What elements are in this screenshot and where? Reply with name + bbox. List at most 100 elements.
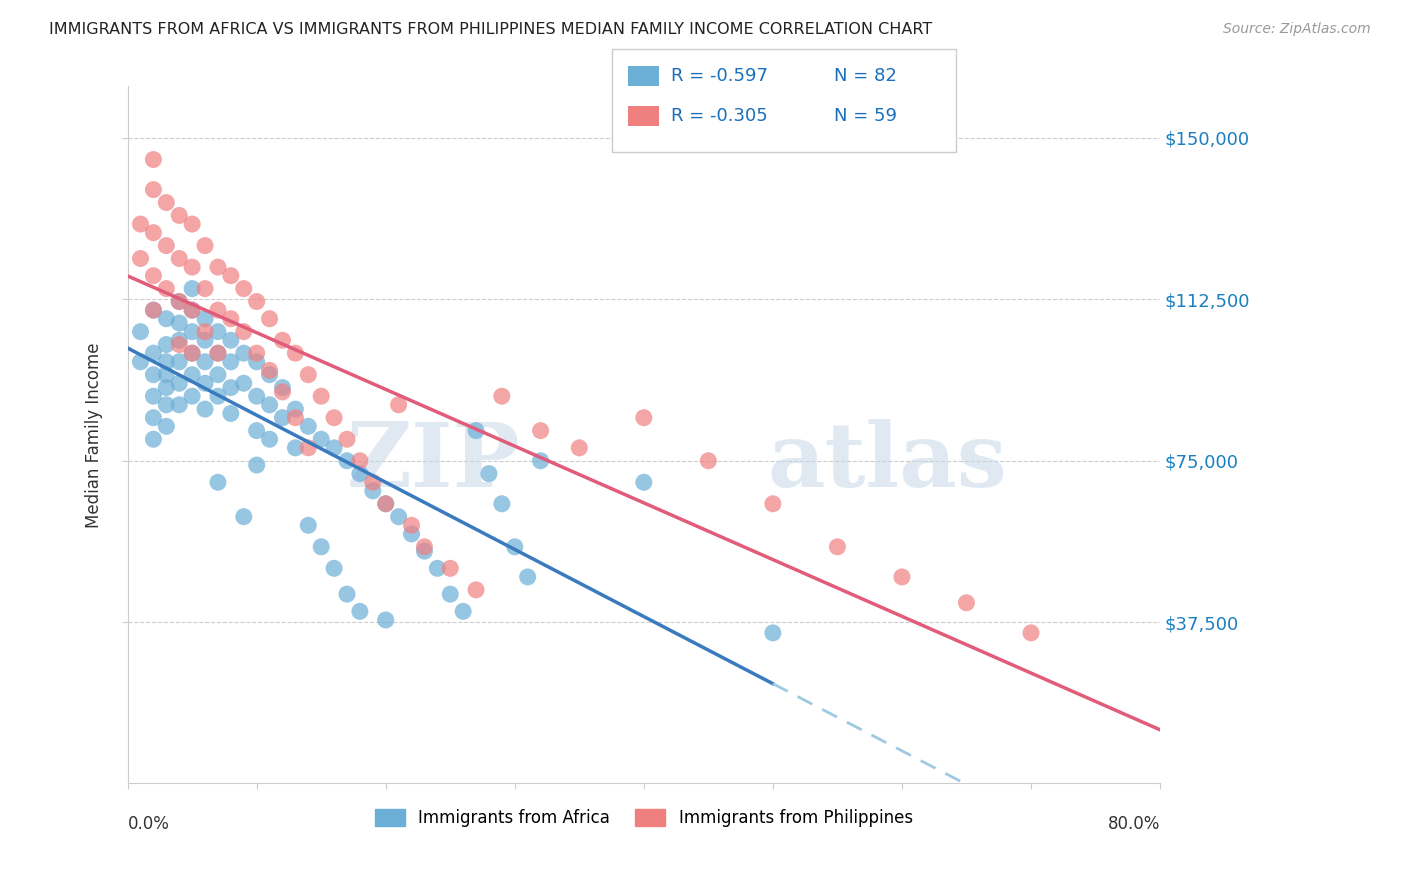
Point	[246, 346, 269, 360]
Point	[219, 355, 242, 369]
Point	[142, 183, 165, 197]
Point	[232, 509, 254, 524]
Point	[336, 587, 359, 601]
Point	[155, 419, 177, 434]
Point	[529, 424, 551, 438]
Text: R = -0.597: R = -0.597	[671, 67, 768, 85]
Point	[388, 509, 411, 524]
Point	[167, 316, 190, 330]
Point	[142, 303, 165, 318]
Point	[246, 389, 269, 403]
Point	[284, 410, 307, 425]
Point	[271, 410, 294, 425]
Point	[207, 475, 229, 490]
Point	[142, 432, 165, 446]
Point	[491, 497, 513, 511]
Point	[155, 195, 177, 210]
Text: 0.0%: 0.0%	[128, 815, 170, 833]
Point	[309, 432, 332, 446]
Point	[426, 561, 449, 575]
Point	[167, 294, 190, 309]
Point	[259, 398, 281, 412]
Point	[297, 518, 319, 533]
Point	[309, 540, 332, 554]
Point	[451, 604, 474, 618]
Point	[194, 238, 217, 252]
Point	[297, 419, 319, 434]
Point	[181, 389, 204, 403]
Point	[246, 294, 269, 309]
Point	[129, 325, 152, 339]
Point	[246, 458, 269, 472]
Point	[232, 325, 254, 339]
Point	[219, 268, 242, 283]
Point	[271, 384, 294, 399]
Point	[503, 540, 526, 554]
Point	[181, 260, 204, 274]
Point	[697, 454, 720, 468]
Point	[336, 454, 359, 468]
Point	[374, 497, 396, 511]
Point	[142, 346, 165, 360]
Point	[361, 483, 384, 498]
Point	[297, 441, 319, 455]
Point	[194, 333, 217, 347]
Point	[155, 282, 177, 296]
Point	[142, 268, 165, 283]
Point	[259, 363, 281, 377]
Point	[142, 303, 165, 318]
Point	[181, 303, 204, 318]
Point	[259, 368, 281, 382]
Point	[155, 355, 177, 369]
Legend: Immigrants from Africa, Immigrants from Philippines: Immigrants from Africa, Immigrants from …	[375, 809, 912, 828]
Point	[167, 209, 190, 223]
Point	[181, 325, 204, 339]
Point	[207, 389, 229, 403]
Text: 80.0%: 80.0%	[1108, 815, 1160, 833]
Point	[181, 368, 204, 382]
Point	[219, 381, 242, 395]
Point	[955, 596, 977, 610]
Point	[633, 475, 655, 490]
Point	[284, 441, 307, 455]
Point	[167, 294, 190, 309]
Point	[181, 217, 204, 231]
Point	[568, 441, 591, 455]
Point	[284, 346, 307, 360]
Point	[155, 368, 177, 382]
Point	[232, 346, 254, 360]
Text: R = -0.305: R = -0.305	[671, 107, 768, 125]
Point	[207, 346, 229, 360]
Point	[246, 355, 269, 369]
Point	[465, 582, 488, 597]
Point	[232, 376, 254, 391]
Point	[323, 441, 346, 455]
Point	[439, 561, 461, 575]
Point	[142, 153, 165, 167]
Text: ZIP: ZIP	[346, 419, 520, 507]
Point	[194, 311, 217, 326]
Point	[529, 454, 551, 468]
Text: IMMIGRANTS FROM AFRICA VS IMMIGRANTS FROM PHILIPPINES MEDIAN FAMILY INCOME CORRE: IMMIGRANTS FROM AFRICA VS IMMIGRANTS FRO…	[49, 22, 932, 37]
Text: Source: ZipAtlas.com: Source: ZipAtlas.com	[1223, 22, 1371, 37]
Point	[167, 355, 190, 369]
Point	[207, 346, 229, 360]
Point	[181, 282, 204, 296]
Point	[181, 346, 204, 360]
Point	[323, 561, 346, 575]
Point	[232, 282, 254, 296]
Text: N = 59: N = 59	[834, 107, 897, 125]
Point	[194, 282, 217, 296]
Point	[219, 406, 242, 420]
Point	[388, 398, 411, 412]
Point	[167, 337, 190, 351]
Point	[259, 311, 281, 326]
Point	[336, 432, 359, 446]
Point	[890, 570, 912, 584]
Point	[349, 604, 371, 618]
Point	[207, 325, 229, 339]
Point	[194, 402, 217, 417]
Point	[167, 333, 190, 347]
Point	[516, 570, 538, 584]
Point	[439, 587, 461, 601]
